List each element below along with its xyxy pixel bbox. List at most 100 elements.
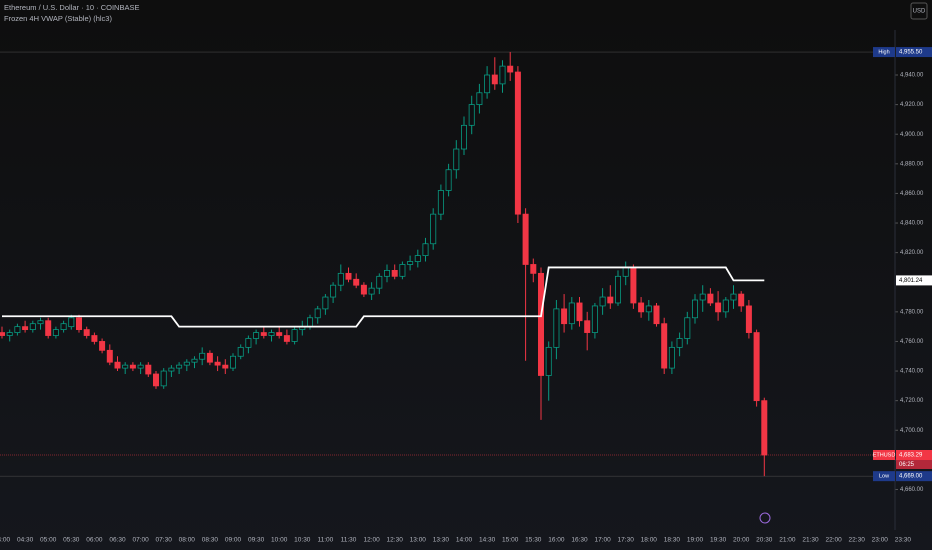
candle-body — [99, 341, 106, 351]
y-tick-label: 4,840.00 — [900, 221, 924, 227]
event-icon[interactable] — [759, 512, 771, 524]
x-tick-label: 19:30 — [710, 537, 727, 544]
candle-body — [368, 287, 375, 295]
candle-body — [553, 308, 560, 348]
candle-body — [214, 361, 221, 366]
vwap_last-label: 4,801.24 — [899, 278, 923, 284]
candle-body — [738, 293, 745, 307]
x-tick-label: 21:00 — [779, 537, 796, 544]
candle-body — [391, 269, 398, 277]
candle-body — [253, 332, 260, 339]
candle-body — [453, 148, 460, 171]
y-tick-label: 4,880.00 — [900, 161, 924, 167]
x-tick-label: 20:30 — [756, 537, 773, 544]
y-tick-label: 4,720.00 — [900, 398, 924, 404]
high-label: 4,955.50 — [899, 50, 923, 56]
x-tick-label: 19:00 — [687, 537, 704, 544]
candle-body — [645, 305, 652, 313]
candle-body — [137, 364, 144, 369]
x-tick-label: 08:30 — [202, 537, 219, 544]
candle-body — [129, 364, 136, 369]
candle-body — [522, 213, 529, 265]
candle-body — [168, 367, 175, 372]
candle-body — [476, 92, 483, 106]
candle-body — [37, 320, 44, 325]
candle-body — [0, 332, 5, 336]
candle-body — [176, 364, 183, 369]
candle-body — [499, 65, 506, 85]
candle-body — [699, 293, 706, 301]
x-tick-label: 22:00 — [825, 537, 842, 544]
candle-body — [114, 361, 121, 369]
indicator-title: Frozen 4H VWAP (Stable) (hlc3) — [4, 14, 112, 23]
candle-body — [638, 302, 645, 313]
currency: USD — [913, 9, 926, 15]
candle-body — [668, 346, 675, 369]
countdown: 06:25 — [899, 462, 915, 468]
x-tick-label: 11:30 — [341, 537, 357, 544]
candle-body — [122, 364, 129, 369]
candle-body — [206, 352, 213, 363]
candle-body — [314, 308, 321, 319]
candle-body — [45, 320, 52, 336]
candle-body — [414, 255, 421, 262]
x-tick-label: 23:30 — [895, 537, 912, 544]
candle-body — [468, 104, 475, 126]
low-tag: Low — [879, 474, 889, 480]
candle-body — [545, 346, 552, 376]
candle-body — [91, 335, 98, 342]
low-tag-box — [873, 471, 895, 482]
candle-body — [607, 296, 614, 304]
candle-body — [676, 338, 683, 348]
candle-body — [260, 332, 267, 336]
candle-body — [83, 329, 90, 336]
last-label: 4,683.29 — [899, 453, 923, 459]
candle-body — [268, 332, 275, 336]
candle-body — [538, 272, 545, 376]
candle-body — [730, 293, 737, 301]
candle-body — [76, 317, 83, 331]
candle-body — [745, 305, 752, 333]
y-tick-label: 4,940.00 — [900, 73, 924, 79]
candle-body — [653, 305, 660, 325]
x-tick-label: 06:00 — [86, 537, 103, 544]
candle-body — [514, 71, 521, 215]
candle-body — [191, 358, 198, 363]
candle-body — [229, 355, 236, 369]
high-tag-box — [873, 47, 895, 58]
candle-body — [661, 323, 668, 369]
x-tick-label: 09:30 — [248, 537, 265, 544]
candle-body — [584, 320, 591, 333]
x-tick-label: 04:30 — [17, 537, 34, 544]
x-tick-label: 11:00 — [318, 537, 334, 544]
currency-button[interactable] — [910, 2, 928, 20]
x-tick-label: 17:30 — [618, 537, 635, 544]
candle-body — [761, 400, 768, 456]
candle-body — [630, 267, 637, 304]
x-tick-label: 16:00 — [548, 537, 565, 544]
candle-body — [722, 299, 729, 313]
candle-body — [692, 299, 699, 319]
candle-body — [353, 278, 360, 286]
x-tick-label: 07:00 — [132, 537, 149, 544]
x-tick-label: 05:00 — [40, 537, 57, 544]
candle-body — [399, 264, 406, 277]
candle-body — [360, 284, 367, 295]
candle-body — [599, 296, 606, 307]
x-tick-label: 04:00 — [0, 537, 11, 544]
last-tag-box — [873, 449, 895, 460]
candle-body — [291, 329, 298, 342]
x-tick-label: 05:30 — [63, 537, 80, 544]
candle-body — [753, 332, 760, 402]
y-tick-label: 4,920.00 — [900, 102, 924, 108]
low-label-box — [896, 471, 932, 482]
candle-body — [615, 275, 622, 304]
x-tick-label: 09:00 — [225, 537, 242, 544]
y-tick-label: 4,820.00 — [900, 250, 924, 256]
candle-body — [445, 169, 452, 191]
candle-body — [245, 338, 252, 348]
x-tick-label: 16:30 — [571, 537, 588, 544]
x-tick-label: 12:00 — [363, 537, 380, 544]
candle-body — [437, 190, 444, 215]
